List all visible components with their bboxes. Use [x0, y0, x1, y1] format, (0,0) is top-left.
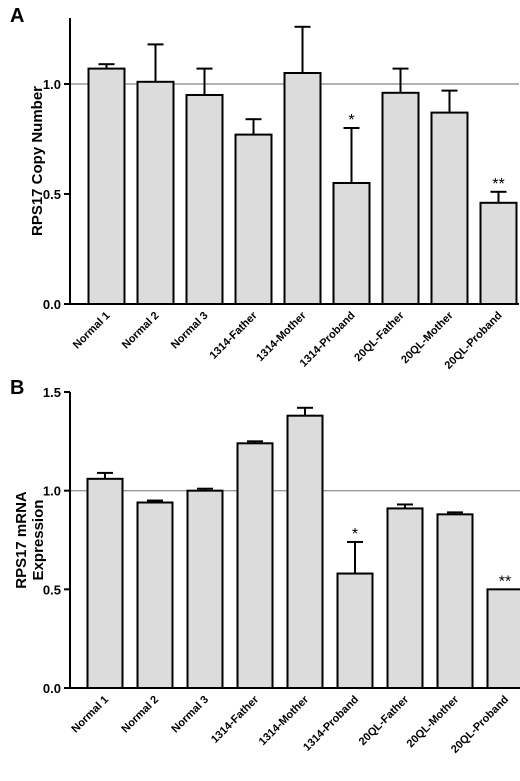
y-tick-label: 0.0 [43, 681, 61, 696]
bar-4 [236, 442, 274, 689]
y-tick-label: 0.0 [43, 297, 61, 312]
category-label: Normal 3 [169, 310, 211, 352]
bar-9 [486, 588, 520, 689]
panel-letter: A [10, 5, 24, 27]
y-tick-label: 0.5 [43, 187, 61, 202]
category-label: Normal 1 [69, 694, 111, 736]
significance-marker: * [348, 112, 354, 129]
bar-2 [136, 80, 175, 305]
bar-2 [136, 501, 174, 689]
category-label: 20QL-Mother [405, 693, 462, 750]
category-label: 1314-Mother [257, 693, 312, 748]
bar-7 [386, 507, 424, 689]
y-tick-label: 1.5 [43, 385, 61, 400]
category-label: 1314-Father [207, 309, 260, 362]
bar-3 [186, 489, 224, 689]
bar-3 [185, 94, 224, 305]
category-label: 1314-Father [209, 693, 262, 746]
bar-7 [381, 91, 420, 305]
y-tick-label: 0.5 [43, 582, 61, 597]
y-axis-label: RPS17 mRNAExpression [13, 491, 47, 589]
panel-letter: B [10, 377, 24, 399]
y-tick-label: 1.0 [43, 77, 61, 92]
bar-8 [436, 513, 474, 690]
category-label: 20QL-Father [357, 693, 412, 748]
bar-1 [87, 67, 126, 305]
category-label: Normal 3 [169, 694, 211, 736]
panel-b: B RPS17 mRNAExpression Normal 1 Normal 2 Nor… [10, 377, 520, 756]
category-label: Normal 1 [71, 310, 113, 352]
bar-6 [336, 572, 374, 690]
bar-5 [283, 72, 322, 305]
bar-6 [332, 182, 371, 305]
significance-marker: ** [499, 573, 511, 590]
category-label: 1314-Mother [254, 309, 309, 364]
bar-1 [86, 477, 124, 689]
significance-marker: * [352, 526, 358, 543]
significance-marker: ** [492, 176, 504, 193]
bar-8 [430, 111, 469, 305]
bar-9 [479, 201, 518, 305]
category-label: Normal 2 [119, 694, 161, 736]
bar-5 [286, 414, 324, 689]
panel-a: A RPS17 Copy Number Normal 1 Normal 2 Normal… [10, 5, 519, 372]
y-tick-label: 1.0 [43, 484, 61, 499]
category-label: 20QL-Father [352, 309, 407, 364]
category-label: Normal 2 [120, 310, 162, 352]
y-axis-label: RPS17 Copy Number [29, 86, 46, 236]
bar-4 [234, 133, 273, 305]
